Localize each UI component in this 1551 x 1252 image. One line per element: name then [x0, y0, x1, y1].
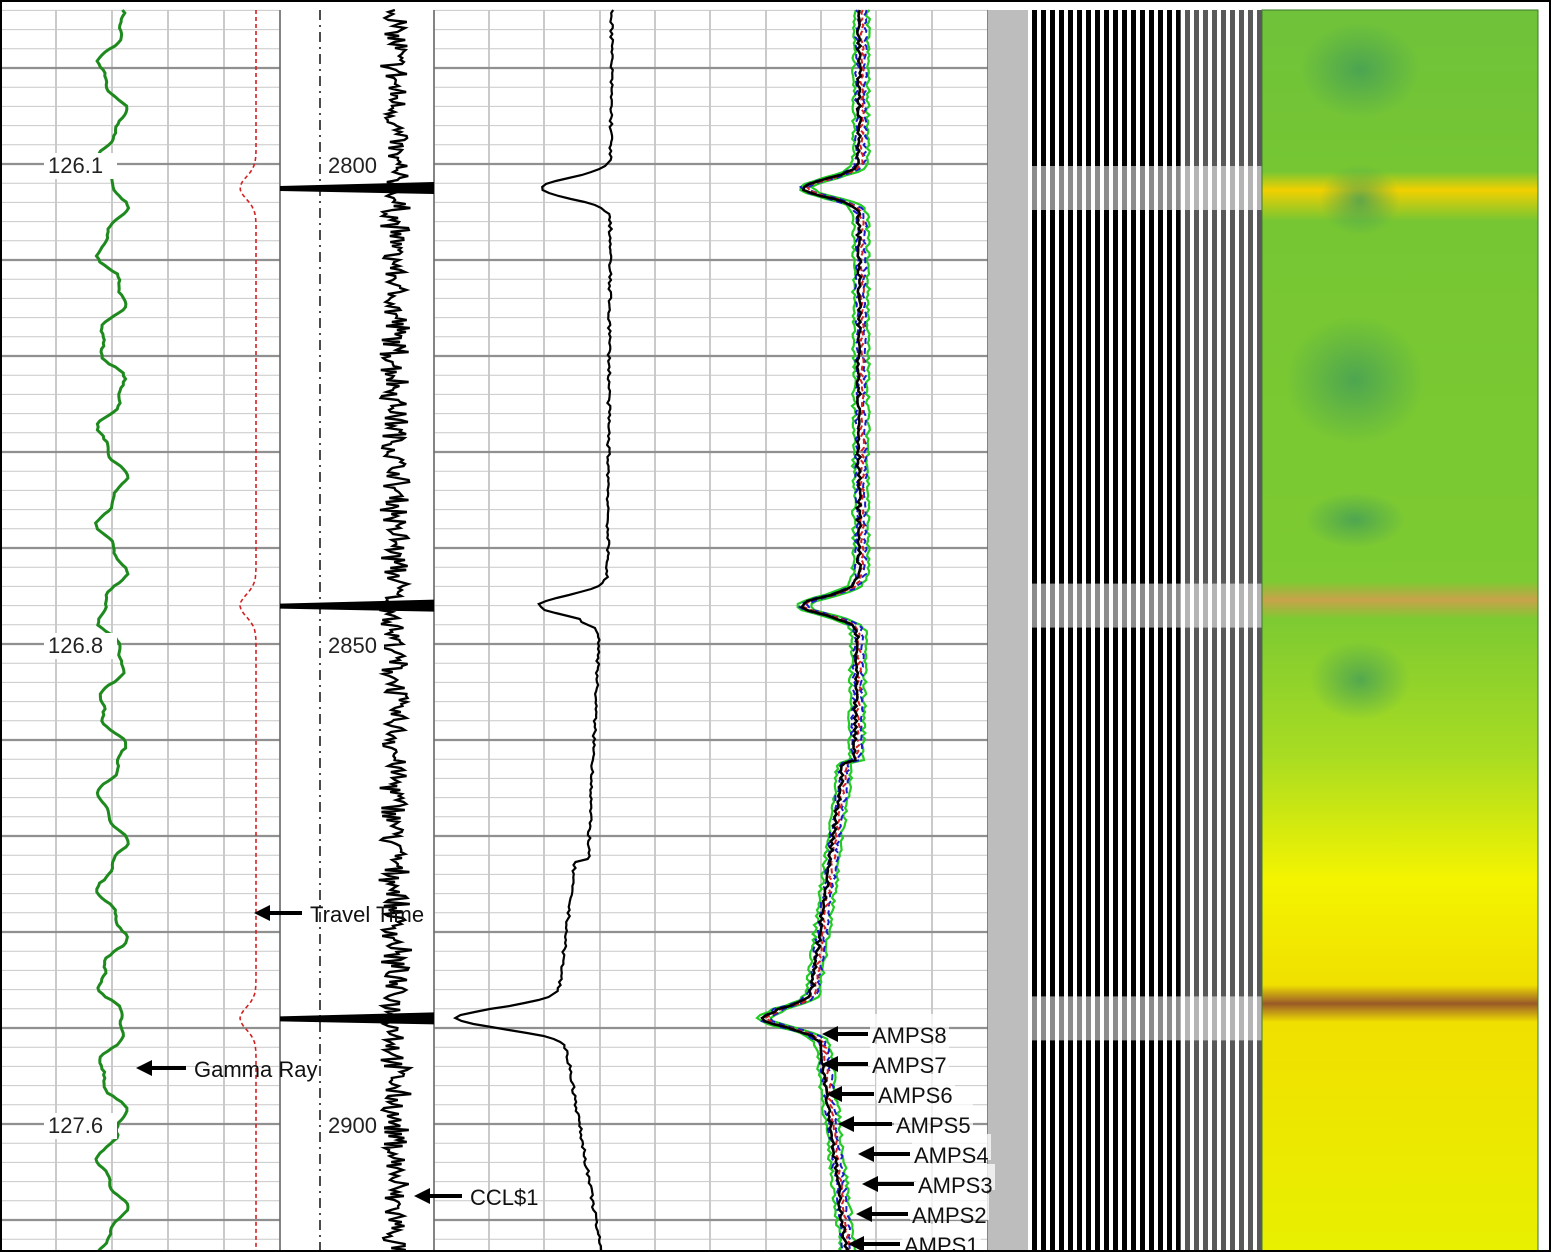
travel-time-label: Travel Time — [310, 902, 424, 927]
amps-label: AMPS7 — [872, 1053, 947, 1078]
vdl-stripe — [1230, 10, 1235, 1252]
map-background — [1262, 10, 1538, 1252]
time-label: 127.6 — [48, 1113, 103, 1138]
depth-label-bg — [44, 1113, 117, 1139]
map-border — [1261, 9, 1539, 1252]
depth-label-bg — [44, 633, 117, 659]
depth-label-bg — [324, 633, 384, 659]
amps-label-bg — [870, 1044, 949, 1070]
amplitude-curve — [760, 9, 863, 1252]
amps-label-bg — [916, 1164, 995, 1190]
vdl-stripe — [1176, 10, 1181, 1252]
curves-layer — [93, 8, 872, 1252]
vdl-stripe — [1140, 10, 1145, 1252]
amps-label: AMPS1 — [904, 1233, 979, 1252]
amps-label: AMPS6 — [878, 1083, 953, 1108]
collar-marker — [280, 182, 434, 194]
ccl-arrow-head — [414, 1188, 430, 1204]
amps-arrow-head — [848, 1236, 864, 1252]
vdl-stripe — [1167, 10, 1172, 1252]
time-label: 126.1 — [48, 153, 103, 178]
map-blob — [1320, 164, 1400, 236]
map-blob — [1305, 492, 1405, 548]
amps-label: AMPS4 — [914, 1143, 989, 1168]
depth-label-bg — [44, 153, 117, 179]
vdl-stripe — [1185, 10, 1190, 1252]
labels-layer: 126.1 126.8 127.6 2800 2850 2900 Travel Time Ga… — [44, 153, 995, 1252]
collar-layer — [280, 182, 434, 1025]
vdl-stripe — [1257, 10, 1262, 1252]
time-label: 126.8 — [48, 633, 103, 658]
amplitude-curve — [769, 9, 872, 1252]
vdl-stripe — [1032, 10, 1037, 1252]
vdl-stripe — [1086, 10, 1091, 1252]
vdl-stripe — [1041, 10, 1046, 1252]
map-blob — [1285, 316, 1425, 444]
amps-label-bg — [912, 1134, 991, 1160]
amps-arrow-head — [862, 1176, 878, 1192]
gamma-ray-arrow-head — [136, 1060, 152, 1076]
vdl-stripe — [1113, 10, 1118, 1252]
vdl-stripe — [1122, 10, 1127, 1252]
depth-label: 2800 — [328, 153, 377, 178]
amplitude-curve — [769, 9, 869, 1252]
vdl-stripe — [1149, 10, 1154, 1252]
amps-label-bg — [894, 1104, 973, 1130]
vdl-stripe — [1158, 10, 1163, 1252]
collar-marker — [280, 599, 434, 612]
gamma-ray-label: Gamma Ray — [194, 1057, 317, 1082]
amps-label-bg — [902, 1224, 981, 1250]
vdl-stripe — [1194, 10, 1199, 1252]
vdl-stripe — [1077, 10, 1082, 1252]
vdl-stripe — [1131, 10, 1136, 1252]
vdl-stripe — [1203, 10, 1208, 1252]
travel-time-arrow-head — [254, 905, 270, 921]
vdl-stripe — [1212, 10, 1217, 1252]
depth-label: 2850 — [328, 633, 377, 658]
ccl-label: CCL$1 — [470, 1185, 538, 1210]
amps-arrow-head — [856, 1206, 872, 1222]
amps-label-bg — [876, 1074, 955, 1100]
vdl-stripe — [1068, 10, 1073, 1252]
vdl-stripe — [1095, 10, 1100, 1252]
vdl-collar-band — [1032, 583, 1262, 628]
depth-label-bg — [324, 153, 384, 179]
amps-arrow-head — [822, 1026, 838, 1042]
vdl-stripe — [1104, 10, 1109, 1252]
amps-arrow-head — [826, 1086, 842, 1102]
amps-arrow-head — [838, 1116, 854, 1132]
vdl-stripe — [1221, 10, 1226, 1252]
amps-arrow-head — [858, 1146, 874, 1162]
amps-label: AMPS5 — [896, 1113, 971, 1138]
amps-label-bg — [870, 1014, 949, 1040]
amps-label: AMPS8 — [872, 1023, 947, 1048]
vdl-stripe — [1248, 10, 1253, 1252]
vdl-stripe — [1050, 10, 1055, 1252]
depth-label-bg — [324, 1113, 384, 1139]
vdl-gray-strip — [988, 10, 1028, 1252]
transit-amplitude-curve — [452, 9, 615, 1252]
amps-label: AMPS3 — [918, 1173, 993, 1198]
map-blob — [1300, 22, 1420, 118]
vdl-collar-band — [1032, 996, 1262, 1041]
amps-label-bg — [910, 1194, 989, 1220]
ccl-curve — [376, 8, 415, 1252]
depth-label: 2900 — [328, 1113, 377, 1138]
vdl-track — [988, 10, 1262, 1252]
collar-marker — [280, 1012, 434, 1025]
vdl-stripe — [1059, 10, 1064, 1252]
vdl-stripe — [1239, 10, 1244, 1252]
vdl-right-fade — [1180, 10, 1262, 1252]
gamma-ray-curve — [93, 9, 131, 1252]
amps-label: AMPS2 — [912, 1203, 987, 1228]
amps-arrow-head — [822, 1056, 838, 1072]
map-track — [1261, 9, 1539, 1252]
map-blob — [1310, 640, 1410, 720]
travel-time-curve — [239, 10, 257, 1250]
vdl-collar-band — [1032, 166, 1262, 210]
amplitude-curve — [762, 9, 866, 1252]
